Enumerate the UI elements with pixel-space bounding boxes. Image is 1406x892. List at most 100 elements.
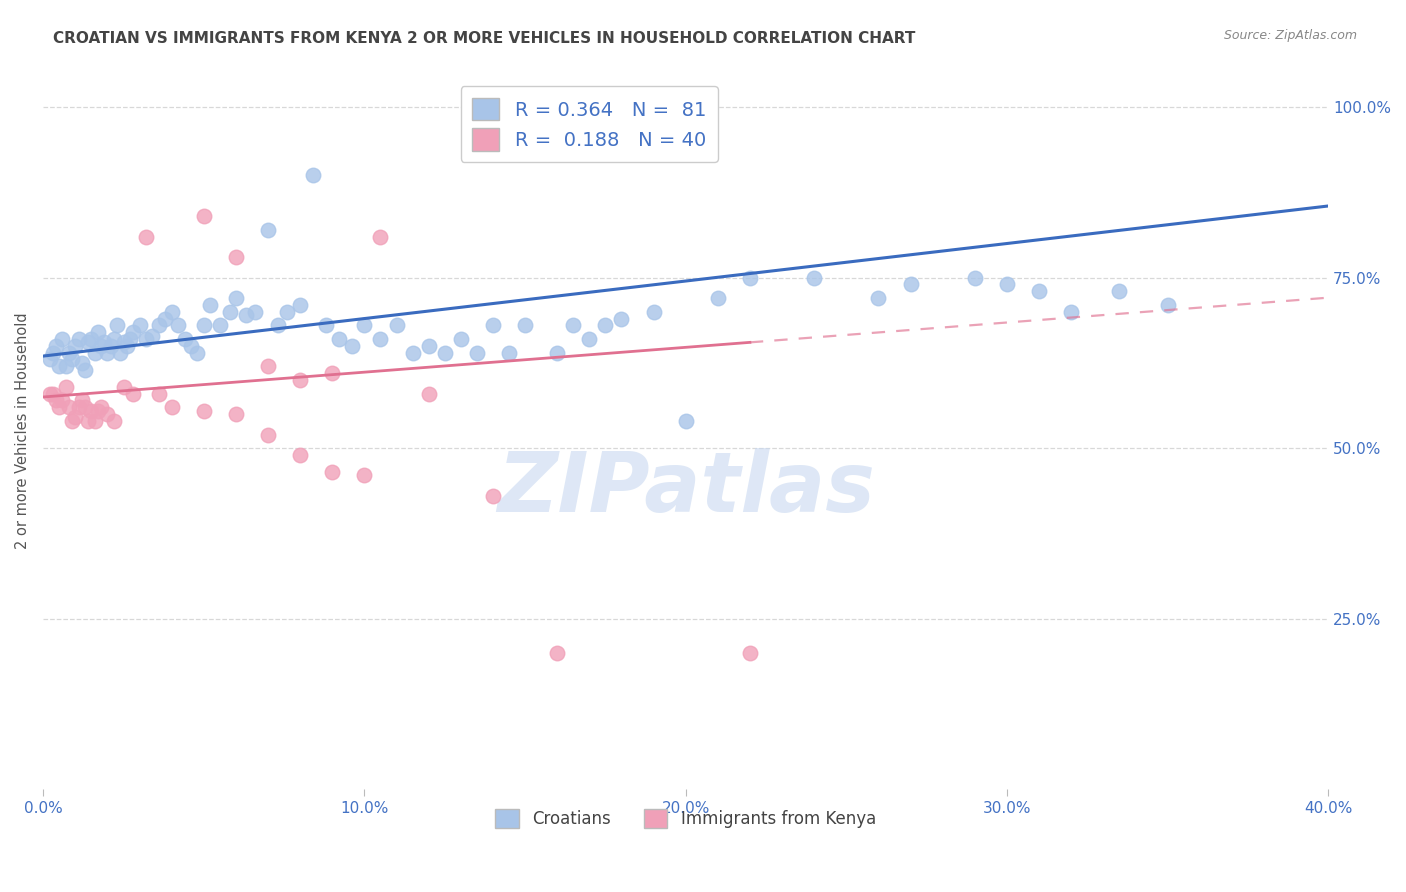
Point (193, 403, 215, 417)
Text: CROATIAN VS IMMIGRANTS FROM KENYA 2 OR MORE VEHICLES IN HOUSEHOLD CORRELATION CH: CROATIAN VS IMMIGRANTS FROM KENYA 2 OR M… (53, 31, 915, 46)
Point (1156, 298, 1178, 312)
Point (51, 332, 73, 346)
Point (58, 345, 80, 359)
Point (562, 318, 585, 333)
Point (868, 291, 890, 305)
Legend: Croatians, Immigrants from Kenya: Croatians, Immigrants from Kenya (489, 802, 883, 835)
Point (70, 393, 93, 408)
Point (513, 318, 536, 333)
Point (186, 345, 208, 359)
Point (45, 339, 67, 353)
Point (73, 362, 96, 376)
Point (87, 325, 110, 339)
Point (193, 209, 215, 223)
Text: ZIPatlas: ZIPatlas (496, 448, 875, 529)
Point (45, 393, 67, 408)
Point (595, 318, 617, 333)
Point (38, 352, 60, 367)
Point (257, 223, 280, 237)
Point (370, 229, 392, 244)
Point (245, 304, 267, 318)
Point (200, 298, 222, 312)
Point (42, 386, 65, 401)
Point (42, 345, 65, 359)
Point (60, 352, 83, 367)
Point (450, 332, 472, 346)
Point (55, 359, 77, 374)
Point (321, 465, 343, 479)
Point (135, 229, 157, 244)
Point (83, 345, 105, 359)
Point (321, 366, 343, 380)
Point (103, 414, 125, 428)
Point (546, 646, 568, 660)
Point (707, 291, 730, 305)
Point (267, 318, 290, 333)
Point (115, 339, 138, 353)
Point (482, 318, 505, 333)
Point (73, 401, 96, 415)
Point (48, 401, 70, 415)
Point (1060, 304, 1083, 318)
Point (401, 345, 423, 359)
Text: Source: ZipAtlas.com: Source: ZipAtlas.com (1223, 29, 1357, 42)
Point (100, 339, 122, 353)
Point (67, 401, 90, 415)
Point (290, 298, 312, 312)
Point (65, 410, 87, 425)
Point (48, 359, 70, 374)
Point (290, 448, 312, 462)
Point (141, 328, 163, 343)
Point (83, 414, 105, 428)
Point (963, 270, 986, 285)
Point (148, 386, 170, 401)
Point (160, 304, 183, 318)
Point (328, 332, 350, 346)
Point (167, 318, 190, 333)
Point (995, 277, 1018, 292)
Point (315, 318, 337, 333)
Point (353, 318, 375, 333)
Point (110, 345, 132, 359)
Point (77, 414, 100, 428)
Point (1108, 285, 1130, 299)
Point (803, 270, 825, 285)
Point (546, 345, 568, 359)
Point (465, 345, 488, 359)
Point (418, 339, 440, 353)
Point (93, 335, 115, 350)
Point (370, 332, 392, 346)
Point (675, 414, 697, 428)
Point (225, 291, 247, 305)
Point (257, 359, 280, 374)
Point (148, 318, 170, 333)
Point (578, 332, 600, 346)
Point (643, 304, 665, 318)
Point (900, 277, 922, 292)
Point (128, 318, 150, 333)
Point (155, 311, 177, 326)
Point (51, 393, 73, 408)
Point (80, 332, 103, 346)
Point (225, 250, 247, 264)
Point (60, 414, 83, 428)
Point (87, 403, 110, 417)
Point (353, 468, 375, 483)
Point (418, 386, 440, 401)
Point (77, 335, 100, 350)
Point (122, 386, 145, 401)
Point (1028, 285, 1050, 299)
Point (80, 403, 103, 417)
Point (738, 646, 761, 660)
Point (135, 332, 157, 346)
Point (90, 401, 112, 415)
Point (738, 270, 761, 285)
Point (498, 345, 520, 359)
Point (112, 380, 135, 394)
Point (385, 318, 408, 333)
Point (70, 356, 93, 370)
Point (38, 386, 60, 401)
Point (276, 304, 298, 318)
Point (225, 407, 247, 421)
Point (103, 332, 125, 346)
